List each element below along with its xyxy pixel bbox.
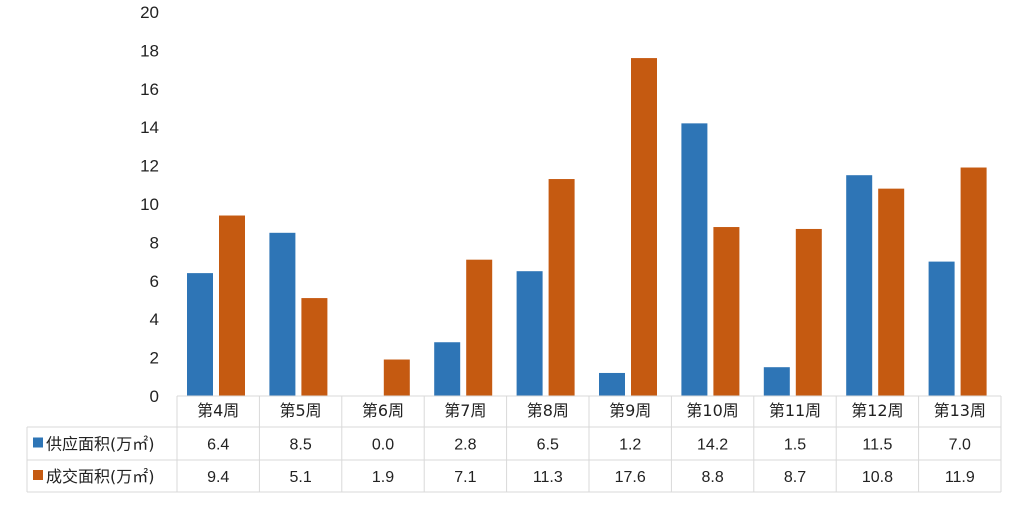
data-label: 7.0 [949, 437, 971, 454]
legend-label: 供应面积(万㎡) [46, 435, 155, 454]
y-tick-label: 16 [140, 80, 159, 99]
bar-series-2 [713, 227, 740, 396]
bars [187, 58, 987, 397]
bar-series-2 [795, 228, 822, 396]
y-tick-label: 10 [140, 195, 159, 214]
data-label: 8.7 [784, 469, 806, 486]
bar-series-2 [301, 298, 328, 396]
x-category-label: 第5周 [280, 401, 322, 420]
x-category-label: 第11周 [769, 401, 821, 420]
bar-series-2 [466, 259, 493, 396]
data-label: 0.0 [372, 437, 394, 454]
data-label: 6.5 [537, 437, 559, 454]
bar-series-1 [681, 123, 708, 397]
bar-series-2 [878, 188, 905, 396]
bar-series-2 [631, 58, 657, 397]
y-tick-label: 14 [140, 118, 159, 137]
bar-series-2 [219, 215, 245, 396]
x-category-label: 第10周 [686, 401, 738, 420]
x-category-label: 第13周 [934, 401, 986, 420]
data-label: 11.5 [862, 437, 892, 454]
data-label: 7.1 [454, 469, 476, 486]
bar-series-2 [548, 179, 575, 396]
data-label: 2.8 [454, 437, 476, 454]
y-tick-label: 12 [140, 157, 159, 176]
y-tick-label: 8 [150, 233, 159, 252]
legend-label: 成交面积(万㎡) [46, 467, 155, 486]
data-label: 9.4 [207, 469, 229, 486]
x-category-label: 第12周 [851, 401, 903, 420]
bar-series-1 [187, 273, 213, 396]
data-label: 8.5 [289, 437, 311, 454]
data-label: 6.4 [207, 437, 229, 454]
legend-swatch [33, 437, 43, 448]
bar-series-1 [269, 232, 296, 396]
y-tick-label: 0 [150, 387, 159, 406]
data-label: 1.5 [784, 437, 806, 454]
y-tick-label: 18 [140, 41, 159, 60]
bar-series-1 [434, 342, 461, 396]
data-label: 5.1 [289, 469, 311, 486]
data-label: 14.2 [697, 437, 728, 454]
data-label: 11.9 [945, 469, 975, 486]
bar-series-1 [846, 175, 873, 396]
x-category-label: 第8周 [527, 401, 569, 420]
data-table: 第4周 第5周 第6周 第7周 第8周 第9周 第10周 第11周 第12周 第13周供应面积(万… [26, 395, 1002, 493]
data-label: 1.2 [619, 437, 641, 454]
y-axis: 0 2 4 6 8 10 12 14 16 18 20 [140, 3, 159, 406]
data-label: 1.9 [372, 469, 394, 486]
x-category-label: 第6周 [362, 401, 404, 420]
data-label: 11.3 [533, 469, 563, 486]
y-tick-label: 6 [150, 272, 159, 291]
bar-series-1 [763, 367, 790, 396]
x-category-label: 第7周 [444, 401, 486, 420]
bar-series-2 [383, 359, 410, 396]
bar-series-1 [928, 261, 955, 396]
y-tick-label: 20 [140, 3, 159, 22]
legend-swatch [33, 470, 43, 480]
bar-series-1 [599, 372, 625, 396]
x-category-label: 第4周 [197, 401, 239, 420]
data-label: 17.6 [615, 469, 646, 486]
x-category-label: 第9周 [609, 401, 651, 420]
y-tick-label: 2 [150, 349, 159, 368]
bar-series-1 [516, 271, 543, 396]
data-label: 10.8 [862, 469, 893, 486]
bar-series-2 [960, 167, 987, 396]
data-label: 8.8 [701, 469, 723, 486]
y-tick-label: 4 [150, 310, 159, 329]
